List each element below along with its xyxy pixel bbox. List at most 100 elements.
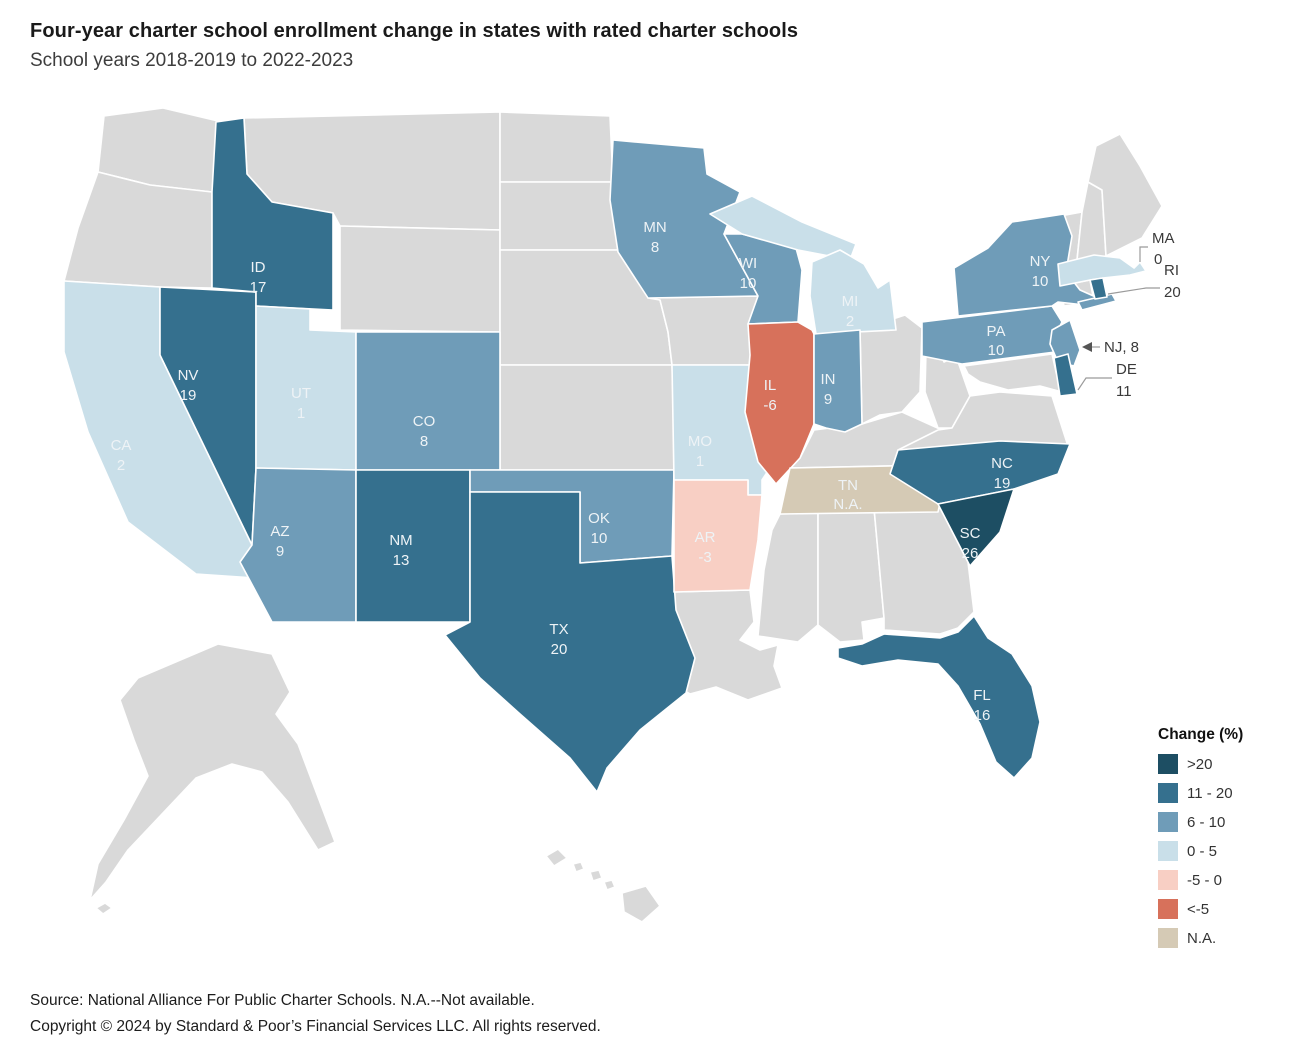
- svg-text:UT: UT: [291, 385, 311, 402]
- svg-text:10: 10: [740, 275, 757, 292]
- state-ri: [1089, 277, 1108, 300]
- state-label-ny: NY 10: [1030, 253, 1051, 290]
- svg-text:ID: ID: [251, 259, 266, 276]
- state-label-fl: FL 16: [973, 687, 991, 724]
- legend-swatch-lt-neg5: [1158, 899, 1178, 919]
- svg-text:NM: NM: [389, 532, 412, 549]
- legend-swatch-6-10: [1158, 812, 1178, 832]
- state-label-ca: CA 2: [111, 437, 132, 474]
- state-nm: [355, 469, 471, 623]
- svg-text:TN: TN: [838, 477, 858, 494]
- state-label-tn: TN N.A.: [833, 477, 862, 513]
- callout-ri-abbr: RI: [1164, 262, 1179, 279]
- state-ks: [499, 364, 677, 471]
- svg-text:NC: NC: [991, 455, 1013, 472]
- svg-text:19: 19: [180, 387, 197, 404]
- state-tx: [444, 491, 696, 793]
- state-sc: [937, 488, 1015, 567]
- state-nj: [1049, 319, 1081, 367]
- callout-de-abbr: DE: [1116, 361, 1137, 378]
- svg-text:10: 10: [1032, 273, 1049, 290]
- svg-text:1: 1: [696, 453, 704, 470]
- state-nc: [889, 440, 1071, 505]
- svg-text:2: 2: [846, 313, 854, 330]
- callout-ri-value: 20: [1164, 284, 1181, 301]
- state-label-co: CO 8: [413, 413, 436, 450]
- svg-text:9: 9: [824, 391, 832, 408]
- source-line-2: Copyright © 2024 by Standard & Poor’s Fi…: [30, 1018, 601, 1035]
- svg-text:MO: MO: [688, 433, 712, 450]
- state-ma: [1057, 254, 1147, 287]
- callout-nj-label: NJ, 8: [1104, 339, 1139, 356]
- state-id: [211, 117, 334, 311]
- legend-label: 6 - 10: [1187, 813, 1226, 831]
- legend-swatch-11-20: [1158, 783, 1178, 803]
- state-label-nv: NV 19: [178, 367, 199, 404]
- svg-text:2: 2: [117, 457, 125, 474]
- svg-text:CO: CO: [413, 413, 436, 430]
- state-az: [239, 467, 357, 623]
- state-mi-upper: [709, 195, 857, 261]
- svg-text:OK: OK: [588, 510, 610, 527]
- svg-text:20: 20: [551, 641, 568, 658]
- state-ak-island: [95, 902, 113, 915]
- callout-line-ma: [1139, 246, 1148, 262]
- state-label-nm: NM 13: [389, 532, 412, 569]
- svg-text:10: 10: [988, 342, 1005, 359]
- page-title: Four-year charter school enrollment chan…: [30, 20, 799, 42]
- svg-text:AZ: AZ: [270, 523, 289, 540]
- state-label-mn: MN 8: [643, 219, 666, 256]
- svg-text:PA: PA: [987, 323, 1006, 340]
- callout-arrow-nj: [1082, 342, 1092, 352]
- legend-label: >20: [1187, 755, 1213, 773]
- svg-text:IL: IL: [764, 377, 777, 394]
- svg-text:SC: SC: [960, 525, 981, 542]
- legend-item: 11 - 20: [1158, 783, 1243, 803]
- states-rated: [63, 117, 1147, 793]
- legend-swatch-gt20: [1158, 754, 1178, 774]
- state-fl: [837, 615, 1041, 779]
- state-label-nc: NC 19: [991, 455, 1013, 492]
- svg-text:NY: NY: [1030, 253, 1051, 270]
- states-unrated: [63, 107, 1163, 923]
- state-label-mi: MI 2: [842, 293, 859, 330]
- svg-text:10: 10: [591, 530, 608, 547]
- state-label-in: IN 9: [821, 371, 836, 408]
- state-nd: [499, 111, 614, 183]
- callout-ma-abbr: MA: [1152, 230, 1175, 247]
- state-label-il: IL -6: [763, 377, 776, 414]
- legend-label: 11 - 20: [1187, 784, 1233, 802]
- page-subtitle: School years 2018-2019 to 2022-2023: [30, 50, 354, 71]
- state-label-id: ID 17: [250, 259, 267, 296]
- svg-text:CA: CA: [111, 437, 132, 454]
- svg-text:9: 9: [276, 543, 284, 560]
- state-sd: [499, 181, 619, 251]
- callout-ma-value: 0: [1154, 251, 1162, 268]
- callout-de-value: 11: [1116, 383, 1132, 400]
- legend-label: N.A.: [1187, 929, 1217, 947]
- svg-text:16: 16: [974, 707, 991, 724]
- legend-title: Change (%): [1158, 726, 1244, 743]
- callouts: MA 0 RI 20 NJ, 8 DE 11: [1077, 230, 1181, 400]
- svg-text:1: 1: [297, 405, 305, 422]
- state-ak: [89, 643, 336, 901]
- legend-item: -5 - 0: [1158, 870, 1243, 890]
- callout-line-de: [1077, 377, 1112, 391]
- state-label-ut: UT 1: [291, 385, 311, 422]
- svg-text:MI: MI: [842, 293, 859, 310]
- svg-text:-6: -6: [763, 397, 776, 414]
- svg-text:26: 26: [962, 545, 979, 562]
- state-label-wi: WI 10: [739, 255, 757, 292]
- svg-text:MN: MN: [643, 219, 666, 236]
- legend-label: 0 - 5: [1187, 842, 1218, 860]
- legend-label: <-5: [1187, 900, 1210, 918]
- legend-item: <-5: [1158, 899, 1243, 919]
- svg-text:-3: -3: [698, 549, 711, 566]
- state-in: [813, 329, 863, 433]
- state-label-ok: OK 10: [588, 510, 610, 547]
- legend-swatch-neg5-0: [1158, 870, 1178, 890]
- svg-text:IN: IN: [821, 371, 836, 388]
- state-label-sc: SC 26: [960, 525, 981, 562]
